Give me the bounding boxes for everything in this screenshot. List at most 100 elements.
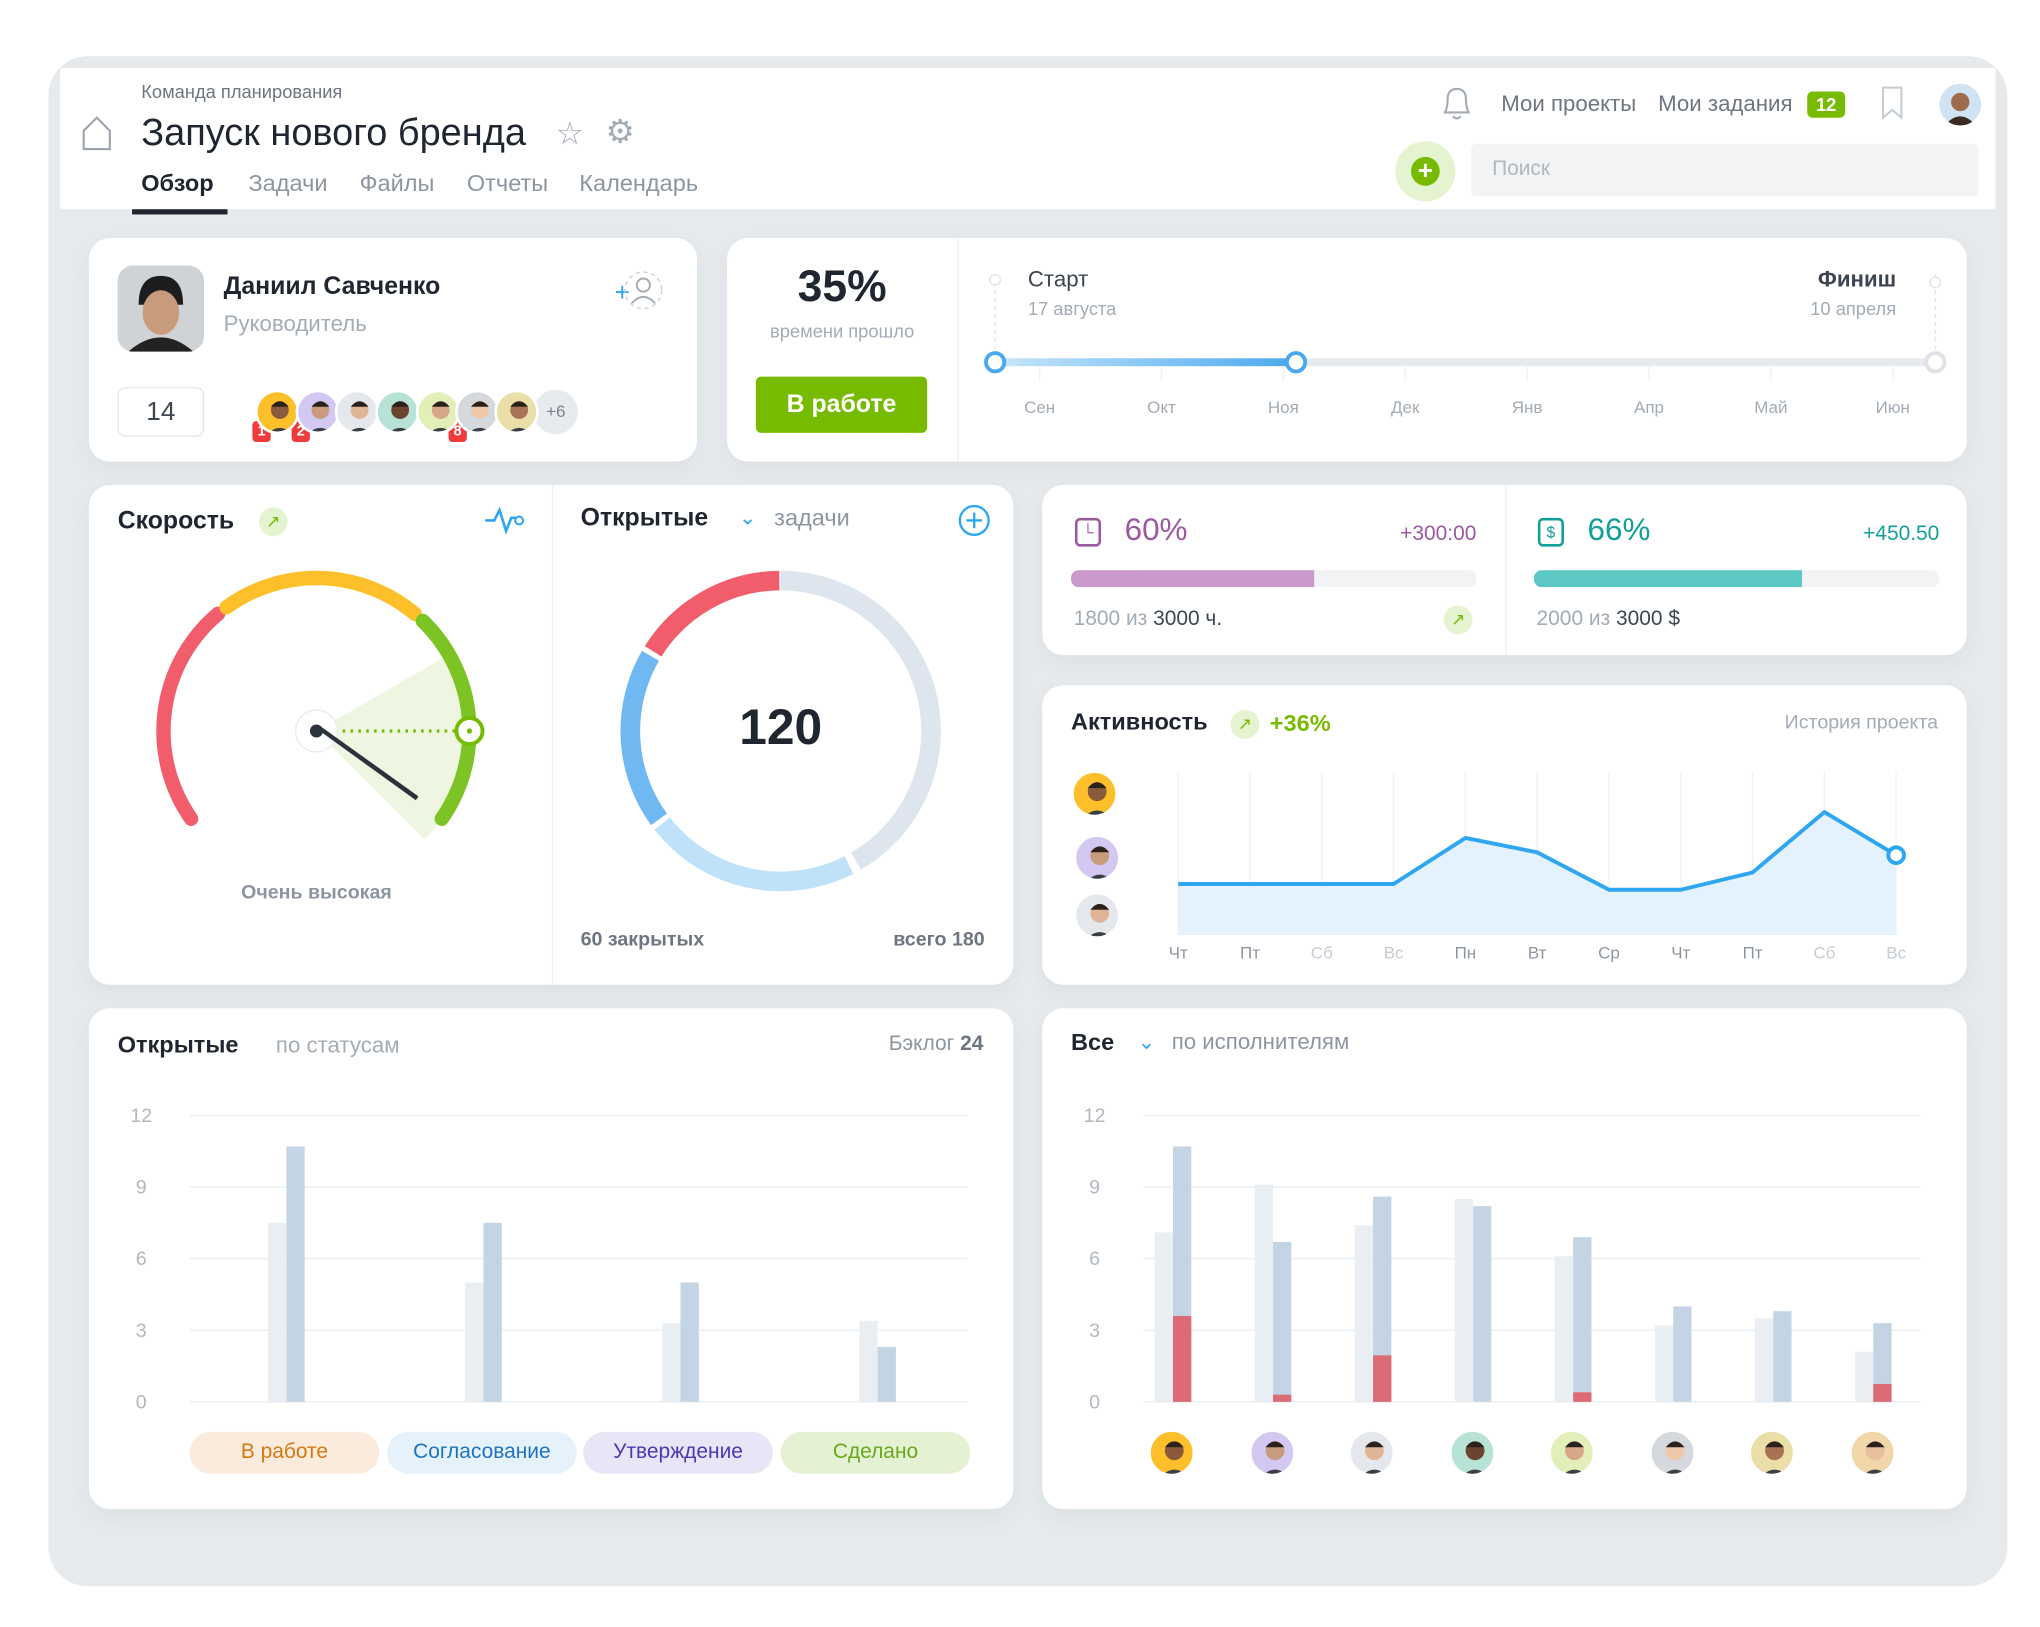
more-members[interactable]: +6 <box>533 389 578 435</box>
member-avatar[interactable] <box>494 389 539 435</box>
assignee-avatar[interactable] <box>1648 1429 1696 1477</box>
status-pill-approval[interactable]: Утверждение <box>583 1431 773 1474</box>
gauge-red-arc <box>156 606 226 826</box>
bar-overdue <box>1573 1392 1592 1402</box>
open-tasks-filter[interactable]: задачи <box>774 504 850 531</box>
stat-progress-bar <box>1533 570 1940 588</box>
y-tick-label: 0 <box>1089 1391 1100 1413</box>
home-icon[interactable] <box>81 115 112 152</box>
tab-files[interactable]: Файлы <box>359 169 435 197</box>
month-label: Окт <box>1147 398 1176 417</box>
user-avatar[interactable] <box>1939 83 1982 126</box>
current-handle <box>1284 351 1308 374</box>
donut-light-segment <box>654 817 854 892</box>
chevron-down-icon[interactable]: ⌄ <box>738 507 757 530</box>
y-tick-label: 6 <box>1089 1248 1100 1270</box>
stat-percent: 66% <box>1587 512 1651 548</box>
activity-delta: +36% <box>1269 710 1331 737</box>
activity-avatar[interactable] <box>1073 834 1121 882</box>
trend-up-icon: ↗ <box>258 507 288 537</box>
manager-name[interactable]: Даниил Савченко <box>223 273 441 301</box>
status-bar-chart: 0 3 6 9 12 <box>130 1105 968 1413</box>
assignee-chart-subtitle[interactable]: по исполнителям <box>1171 1029 1350 1054</box>
activity-chart: Чт Пт Сб Вс Пн Вт Ср Чт Пт Сб Вс <box>1169 771 1907 963</box>
open-tasks-title: Открытые <box>580 504 709 533</box>
day-label: Чт <box>1169 944 1188 963</box>
tab-tasks[interactable]: Задачи <box>248 169 328 197</box>
day-label: Вс <box>1886 944 1906 963</box>
speed-card <box>88 485 1014 985</box>
member-avatar[interactable] <box>455 389 500 435</box>
activity-avatar[interactable] <box>1070 770 1119 818</box>
manager-role: Руководитель <box>223 311 367 337</box>
bar-previous <box>268 1222 287 1402</box>
member-avatar[interactable] <box>254 389 300 435</box>
bar-current <box>483 1222 502 1402</box>
tab-reports[interactable]: Отчеты <box>466 169 549 197</box>
activity-avatar[interactable] <box>1073 891 1121 939</box>
chevron-down-icon[interactable]: ⌄ <box>1137 1031 1156 1054</box>
stat-delta: +300:00 <box>1400 523 1477 546</box>
member-avatar[interactable] <box>415 389 461 435</box>
donut-blue-segment <box>620 650 668 826</box>
assignee-avatar[interactable] <box>1848 1429 1896 1477</box>
month-label: Сен <box>1024 398 1055 417</box>
bar-current <box>1473 1206 1492 1402</box>
day-label: Ср <box>1598 944 1620 963</box>
assignee-avatar[interactable] <box>1148 1429 1196 1477</box>
bar-previous <box>1354 1225 1374 1402</box>
active-tab-indicator <box>132 209 228 215</box>
project-history-link[interactable]: История проекта <box>1784 711 1938 734</box>
finish-dot <box>1929 276 1942 289</box>
timeline-card <box>727 237 1967 462</box>
search-input[interactable]: Поиск <box>1471 143 1979 197</box>
bookmark-icon[interactable] <box>1880 86 1904 120</box>
y-tick-label: 0 <box>136 1391 147 1413</box>
status-pill-review[interactable]: Согласование <box>387 1431 577 1474</box>
activity-area <box>1178 812 1897 935</box>
day-label: Сб <box>1813 944 1835 963</box>
member-avatar[interactable] <box>375 389 420 435</box>
my-tasks-link[interactable]: Мои задания <box>1658 91 1793 117</box>
bar-overdue <box>1172 1315 1192 1402</box>
members-count: 14 <box>117 387 204 437</box>
gauge-needle <box>312 725 419 801</box>
assignee-avatar[interactable] <box>1548 1429 1596 1477</box>
tab-overview[interactable]: Обзор <box>141 169 214 197</box>
status-pill-done[interactable]: Сделано <box>780 1431 971 1474</box>
assignee-avatar[interactable] <box>1348 1429 1396 1477</box>
assignee-avatar[interactable] <box>1748 1429 1796 1477</box>
add-member-icon[interactable]: + <box>615 269 667 313</box>
bar-previous <box>662 1323 681 1402</box>
tab-calendar[interactable]: Календарь <box>579 169 699 197</box>
gauge-needle-pivot <box>309 724 323 738</box>
member-avatar[interactable] <box>334 389 380 435</box>
bell-icon[interactable] <box>1438 84 1475 123</box>
stat-delta: +450.50 <box>1863 523 1940 546</box>
tasks-count-badge: 12 <box>1807 91 1846 118</box>
status-pill-in-progress[interactable]: В работе <box>189 1431 380 1474</box>
assignee-avatar[interactable] <box>1248 1429 1296 1477</box>
y-tick-label: 9 <box>136 1177 147 1199</box>
bar-current <box>1573 1237 1592 1402</box>
gauge-zone <box>316 654 470 840</box>
speed-gauge <box>156 570 485 840</box>
stat-total: 3000 $ <box>1615 608 1680 631</box>
y-tick-label: 3 <box>136 1320 147 1342</box>
member-avatar[interactable] <box>295 389 340 435</box>
status-chart-title: Открытые <box>117 1031 239 1058</box>
assignee-chart-title[interactable]: Все <box>1070 1029 1115 1056</box>
assignee-avatar[interactable] <box>1448 1429 1496 1477</box>
star-icon[interactable]: ☆ <box>555 116 584 152</box>
my-projects-link[interactable]: Мои проекты <box>1501 91 1637 117</box>
bar-overdue <box>1373 1355 1392 1402</box>
status-button[interactable]: В работе <box>755 376 928 433</box>
add-task-icon[interactable] <box>957 503 991 537</box>
y-tick-label: 9 <box>1089 1177 1100 1199</box>
gear-icon[interactable]: ⚙ <box>605 113 635 151</box>
timeline-track[interactable]: Сен Окт Ноя Дек Янв Апр Май Июн <box>968 262 1962 432</box>
pulse-icon[interactable] <box>484 505 526 536</box>
start-handle <box>984 351 1007 374</box>
add-button[interactable]: + <box>1395 141 1456 202</box>
breadcrumb[interactable]: Команда планирования <box>141 81 343 102</box>
